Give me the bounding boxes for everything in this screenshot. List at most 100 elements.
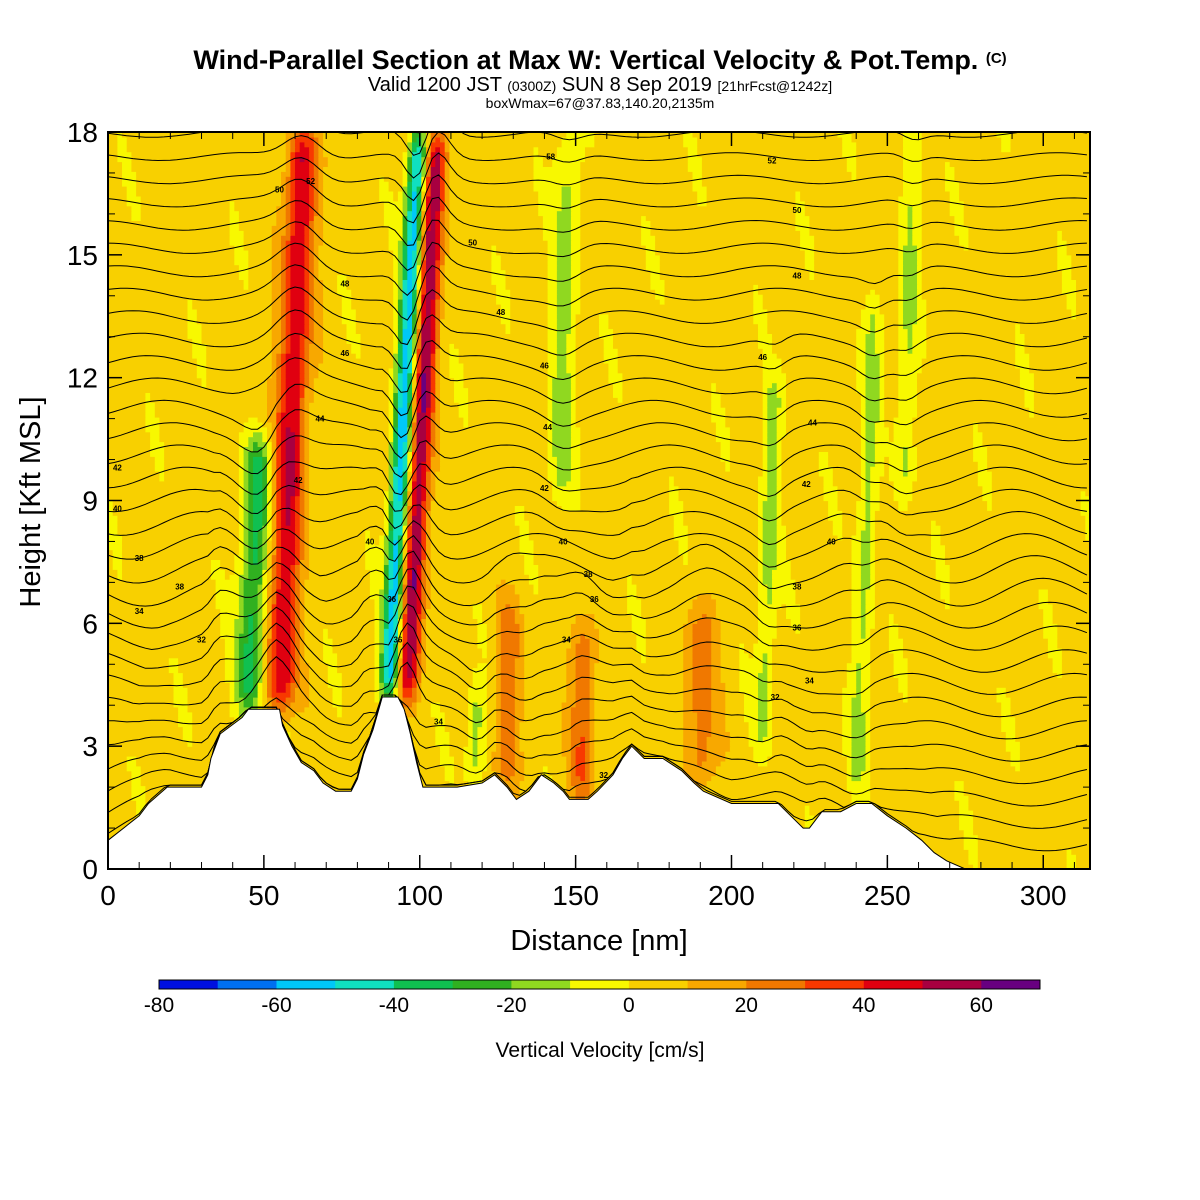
w-cell [762, 412, 768, 418]
w-cell [463, 760, 474, 767]
w-cell [309, 441, 390, 447]
w-cell [903, 638, 1049, 644]
w-cell [309, 269, 315, 276]
w-cell [786, 407, 862, 413]
w-cell [575, 318, 600, 325]
w-cell [482, 770, 497, 777]
w-cell [295, 461, 301, 467]
w-cell [416, 284, 422, 290]
w-cell [477, 726, 488, 732]
w-cell [309, 554, 366, 560]
w-cell [271, 652, 277, 659]
w-cell [412, 466, 418, 472]
w-cell [444, 279, 493, 285]
w-cell [253, 525, 263, 531]
w-cell [379, 657, 385, 664]
w-cell [860, 431, 867, 438]
w-cell [393, 559, 399, 565]
w-cell [772, 333, 857, 339]
w-cell [762, 534, 778, 541]
w-cell [1010, 706, 1090, 713]
w-cell [772, 721, 843, 728]
w-cell [224, 569, 235, 575]
w-cell [402, 456, 408, 462]
w-cell [552, 446, 572, 452]
w-cell [884, 397, 899, 403]
w-cell [973, 421, 979, 428]
w-cell [767, 657, 773, 664]
w-cell [781, 466, 820, 472]
w-cell [870, 731, 1007, 737]
w-cell [402, 711, 418, 718]
w-cell [463, 765, 488, 772]
w-cell [762, 304, 867, 310]
w-cell [243, 279, 249, 285]
w-cell [669, 480, 675, 487]
w-cell [281, 574, 291, 580]
w-cell [150, 441, 165, 447]
w-cell [917, 392, 1026, 398]
w-cell [248, 525, 254, 531]
w-cell [440, 348, 450, 354]
w-cell [697, 736, 708, 742]
w-cell [729, 456, 764, 462]
w-cell [570, 780, 591, 787]
w-cell [444, 294, 497, 300]
w-cell [253, 652, 259, 659]
w-cell [566, 790, 577, 796]
w-cell [426, 559, 432, 565]
w-cell [575, 367, 609, 374]
w-cell [767, 421, 778, 428]
w-cell [238, 480, 245, 487]
w-cell [767, 485, 778, 492]
w-cell [524, 701, 563, 708]
w-cell [860, 579, 871, 585]
w-cell [299, 397, 305, 403]
w-cell [299, 441, 305, 447]
w-cell [758, 588, 768, 595]
w-cell [514, 741, 521, 747]
w-cell [430, 407, 436, 413]
w-cell [327, 682, 343, 688]
w-cell [435, 264, 441, 271]
w-cell [426, 603, 432, 610]
w-cell [500, 264, 549, 271]
w-cell [271, 603, 277, 610]
w-cell [276, 608, 291, 615]
w-cell [108, 810, 137, 816]
w-cell [243, 284, 249, 290]
w-cell [108, 421, 146, 428]
w-cell [472, 726, 478, 732]
w-cell [416, 701, 432, 708]
w-cell [407, 431, 413, 438]
w-cell [182, 677, 226, 683]
w-cell [720, 633, 759, 639]
w-cell [290, 603, 296, 610]
w-cell [369, 574, 385, 580]
w-cell [921, 264, 1058, 271]
w-cell [440, 313, 446, 320]
w-cell [921, 254, 1058, 261]
w-cell [510, 603, 521, 610]
w-cell [879, 372, 885, 379]
w-cell [379, 603, 385, 610]
w-cell [262, 559, 268, 565]
w-cell [440, 407, 460, 413]
w-cell [903, 692, 909, 698]
w-cell [729, 746, 754, 752]
w-cell [234, 628, 245, 634]
w-cell [435, 446, 441, 452]
w-cell [257, 638, 263, 644]
w-cell [271, 362, 277, 369]
w-cell [856, 358, 867, 364]
w-cell [683, 559, 689, 565]
w-cell [879, 377, 885, 384]
w-cell [580, 431, 717, 438]
w-cell [430, 539, 521, 546]
w-cell [776, 608, 787, 615]
w-cell [575, 618, 595, 624]
w-cell [426, 667, 474, 674]
w-cell [238, 603, 245, 610]
w-cell [547, 284, 558, 290]
w-cell [860, 436, 867, 443]
